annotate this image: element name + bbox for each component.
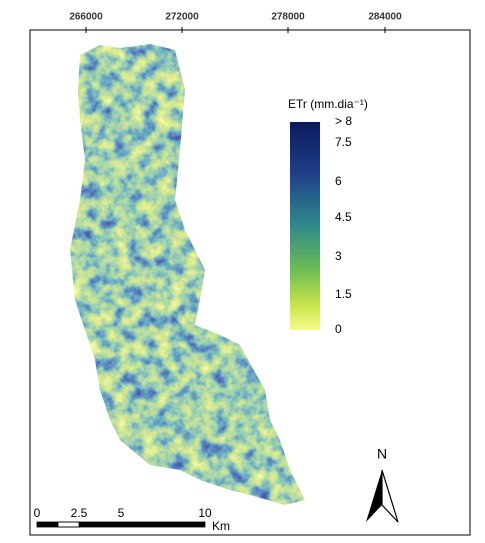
scale-label: 0 (34, 506, 41, 520)
scale-segment (57, 521, 80, 528)
legend-title: ETr (mm.dia⁻¹) (288, 97, 368, 111)
legend-label: 3 (335, 249, 342, 263)
north-arrow-right (381, 469, 399, 523)
scale-segment (79, 522, 121, 527)
legend-labels: > 8 7.5 6 4.5 3 1.5 0 (335, 114, 352, 336)
scale-bar: 0 2.5 5 10 (34, 506, 212, 528)
scale-unit: Km (212, 519, 230, 533)
scale-segment (37, 522, 58, 527)
coordinate-label: 278000 (271, 12, 305, 23)
legend-label: 7.5 (335, 135, 352, 149)
coordinate-label: 272000 (165, 12, 199, 23)
legend-label: > 8 (335, 114, 352, 128)
scale-label: 5 (118, 506, 125, 520)
north-label: N (377, 446, 387, 462)
scale-label: 2.5 (71, 506, 88, 520)
legend-colorbar (290, 122, 320, 330)
coordinate-label: 284000 (368, 12, 402, 23)
legend-label: 4.5 (335, 210, 352, 224)
legend-label: 0 (335, 322, 342, 336)
coordinate-label: 266000 (69, 12, 103, 23)
scale-label: 10 (198, 506, 212, 520)
scale-segment (121, 522, 205, 527)
north-arrow-left (366, 470, 382, 522)
legend-label: 6 (335, 174, 342, 188)
coordinate-labels: 266000 272000 278000 284000 (69, 12, 402, 33)
scale-outline (36, 521, 206, 528)
legend-label: 1.5 (335, 287, 352, 301)
